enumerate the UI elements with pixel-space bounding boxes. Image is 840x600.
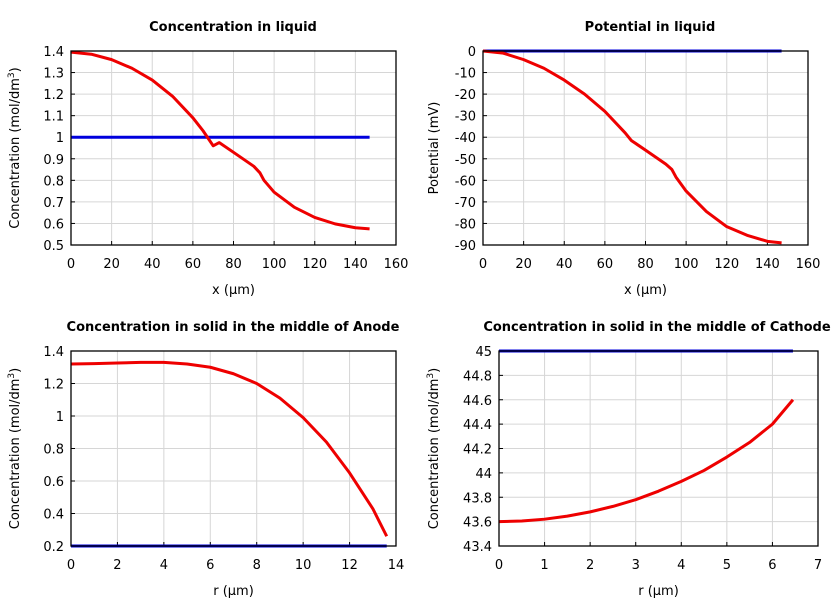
plot-frame <box>498 350 819 547</box>
chart-panel-4: 0 1 2 3 4 5 6 743.443.643.84444.244.444.644.845… <box>426 320 831 599</box>
y-tick-label: 0.5 <box>43 239 64 254</box>
x-tick-label: 8 <box>253 558 261 573</box>
plot-frame <box>482 50 809 246</box>
y-tick-label: -30 <box>455 110 476 125</box>
y-tick-label: 1.2 <box>43 378 64 393</box>
x-tick-label: 4 <box>677 558 685 573</box>
chart-title: Potential in liquid <box>585 20 716 35</box>
x-tick-label: 160 <box>384 257 409 272</box>
x-tick-label: 2 <box>586 558 594 573</box>
y-tick-label: -40 <box>455 131 476 146</box>
x-tick-label: 120 <box>302 257 327 272</box>
series-line-2 <box>483 49 782 245</box>
y-tick-label: 1.3 <box>43 67 64 82</box>
x-tick-label: 7 <box>814 558 822 573</box>
x-tick-label: 0 <box>495 558 503 573</box>
y-tick-label: 44.6 <box>463 394 492 409</box>
x-tick-label: 100 <box>262 257 287 272</box>
x-tick-label: 2 <box>113 558 121 573</box>
y-axis-label: Concentration (mol/dm3) <box>7 67 23 229</box>
x-tick-label: 4 <box>160 558 168 573</box>
x-tick-label: 6 <box>768 558 776 573</box>
x-tick-label: 0 <box>67 558 75 573</box>
x-tick-label: 60 <box>185 257 202 272</box>
y-tick-label: 0.6 <box>43 217 64 232</box>
x-tick-label: 20 <box>515 257 532 272</box>
x-tick-label: 40 <box>144 257 161 272</box>
x-tick-label: 1 <box>540 558 548 573</box>
series-line-2 <box>499 398 795 524</box>
y-tick-label: -10 <box>455 67 476 82</box>
y-tick-label: 44.8 <box>463 369 492 384</box>
y-tick-label: 43.8 <box>463 491 492 506</box>
x-tick-label: 20 <box>103 257 120 272</box>
y-tick-label: 0.7 <box>43 196 64 211</box>
x-axis-label: x (µm) <box>212 283 255 298</box>
y-tick-label: 44 <box>475 467 492 482</box>
x-tick-label: 100 <box>674 257 699 272</box>
x-tick-label: 140 <box>343 257 368 272</box>
x-tick-label: 140 <box>755 257 780 272</box>
y-tick-label: 0.8 <box>43 174 64 189</box>
chart-panel-2: 0 20 40 60 80 100 120 140 160 -90 -80 -70 -60 -50 -40 -… <box>427 20 820 298</box>
y-axis-label: Concentration (mol/dm3) <box>7 368 23 530</box>
y-tick-label: 1.2 <box>43 88 64 103</box>
plot-frame <box>70 350 397 547</box>
x-tick-label: 80 <box>637 257 654 272</box>
x-tick-label: 120 <box>714 257 739 272</box>
chart-panel-3: 0 2 4 6 8 10 12 140.20.40.60.811.21.4Concentrat… <box>7 320 404 599</box>
y-tick-label: -70 <box>455 196 476 211</box>
y-tick-label: -20 <box>455 88 476 103</box>
y-tick-label: 1.1 <box>43 110 64 125</box>
x-axis-label: r (µm) <box>638 584 679 599</box>
y-tick-label: 0.8 <box>43 443 64 458</box>
x-tick-label: 5 <box>723 558 731 573</box>
x-tick-label: 14 <box>388 558 405 573</box>
y-tick-label: 43.4 <box>463 540 492 555</box>
y-tick-label: 0.6 <box>43 475 64 490</box>
x-tick-label: 160 <box>796 257 821 272</box>
y-tick-label: -60 <box>455 174 476 189</box>
y-tick-label: 45 <box>475 345 492 360</box>
series-line-2 <box>71 360 389 537</box>
chart-title: Concentration in solid in the middle of … <box>67 320 400 335</box>
x-tick-label: 0 <box>67 257 75 272</box>
y-tick-label: 44.2 <box>463 443 492 458</box>
series-line-2 <box>71 50 370 231</box>
x-tick-label: 3 <box>632 558 640 573</box>
y-tick-label: 0.2 <box>43 540 64 555</box>
y-tick-label: 0.9 <box>43 153 64 168</box>
x-tick-label: 40 <box>556 257 573 272</box>
y-tick-label: -90 <box>455 239 476 254</box>
y-tick-label: 43.6 <box>463 516 492 531</box>
x-axis-label: x (µm) <box>624 283 667 298</box>
y-tick-label: 0.4 <box>43 508 64 523</box>
plot-frame <box>70 50 397 246</box>
x-tick-label: 6 <box>206 558 214 573</box>
y-tick-label: 1.4 <box>43 345 64 360</box>
y-axis-label: Concentration (mol/dm3) <box>426 368 442 530</box>
x-tick-label: 60 <box>597 257 614 272</box>
y-tick-label: 44.4 <box>463 418 492 433</box>
x-tick-label: 80 <box>225 257 242 272</box>
chart-title: Concentration in liquid <box>149 20 317 35</box>
y-tick-label: 1 <box>56 410 64 425</box>
x-tick-label: 12 <box>341 558 358 573</box>
y-tick-label: -50 <box>455 153 476 168</box>
y-tick-label: -80 <box>455 217 476 232</box>
x-tick-label: 0 <box>479 257 487 272</box>
chart-title: Concentration in solid in the middle of … <box>483 320 831 335</box>
x-axis-label: r (µm) <box>213 584 254 599</box>
y-tick-label: 1 <box>56 131 64 146</box>
chart-panel-1: 0 20 40 60 80 100 120 140 160 0.5 0.6 0.7 0.8 0.9 1 1.1… <box>7 20 408 298</box>
x-tick-label: 10 <box>295 558 312 573</box>
y-tick-label: 0 <box>468 45 476 60</box>
y-axis-label: Potential (mV) <box>427 102 442 195</box>
y-tick-label: 1.4 <box>43 45 64 60</box>
